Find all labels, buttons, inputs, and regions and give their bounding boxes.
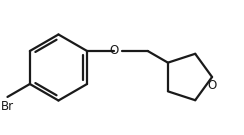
Text: O: O xyxy=(109,45,119,58)
Text: Br: Br xyxy=(1,100,14,113)
Text: O: O xyxy=(207,79,217,92)
